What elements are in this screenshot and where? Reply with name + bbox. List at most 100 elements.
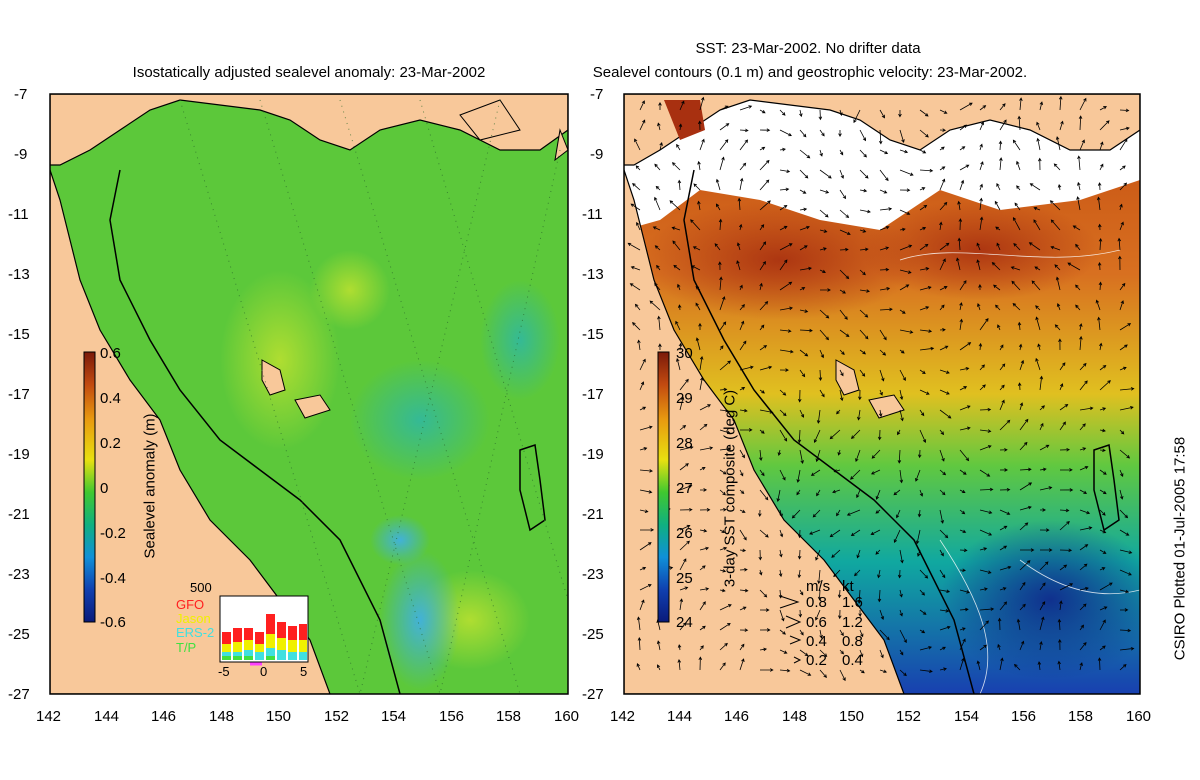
right-y-tick: -9 <box>590 146 604 163</box>
velocity-arrow <box>939 146 945 151</box>
velocity-arrow <box>959 589 970 594</box>
velocity-arrow <box>1078 115 1083 131</box>
velocity-arrow <box>776 489 781 502</box>
velocity-arrow <box>979 429 992 433</box>
velocity-arrow <box>879 329 887 341</box>
velocity-arrow <box>979 407 992 412</box>
velocity-arrow <box>1018 343 1023 351</box>
velocity-arrow <box>1037 343 1041 351</box>
velocity-arrow <box>1049 200 1061 211</box>
velocity-arrow <box>791 509 801 519</box>
velocity-arrow <box>939 489 946 496</box>
velocity-arrow <box>639 447 648 451</box>
velocity-arrow <box>679 524 691 531</box>
velocity-arrow <box>1054 264 1061 271</box>
right-colorbar <box>657 351 670 623</box>
velocity-arrow <box>1079 423 1086 431</box>
velocity-arrow <box>1053 163 1061 171</box>
left-x-tick: 150 <box>266 708 292 725</box>
velocity-arrow <box>679 424 687 431</box>
velocity-arrow <box>699 466 706 471</box>
velocity-arrow <box>799 629 804 636</box>
inset-mission-jason: Jason <box>176 611 211 626</box>
velocity-arrow <box>832 489 841 494</box>
velocity-arrow <box>838 609 842 620</box>
velocity-arrow <box>1075 284 1081 291</box>
velocity-arrow <box>1099 567 1106 571</box>
velocity-arrow <box>1119 344 1128 351</box>
velocity-arrow <box>1119 429 1125 435</box>
velocity-arrow <box>1097 657 1102 671</box>
velocity-arrow <box>859 269 866 276</box>
velocity-arrow <box>979 105 987 111</box>
velocity-arrow <box>679 540 690 551</box>
left-x-tick: 146 <box>151 708 177 725</box>
velocity-arrow <box>1039 582 1046 591</box>
velocity-arrow <box>850 529 861 537</box>
velocity-arrow <box>632 182 641 191</box>
velocity-arrow <box>859 209 871 214</box>
velocity-arrow <box>630 203 641 211</box>
velocity-arrow <box>1075 243 1081 251</box>
velocity-arrow <box>1119 569 1132 576</box>
velocity-arrow <box>1099 141 1104 151</box>
inset-mission-tp: T/P <box>176 640 197 655</box>
velocity-arrow <box>654 163 661 171</box>
velocity-arrow <box>1119 449 1131 459</box>
velocity-arrow <box>877 429 882 441</box>
velocity-arrow <box>759 529 769 538</box>
velocity-arrow <box>1077 155 1081 171</box>
velocity-arrow <box>1099 106 1107 111</box>
velocity-arrow <box>979 161 984 171</box>
velocity-arrow <box>979 509 993 515</box>
velocity-arrow <box>819 189 830 194</box>
velocity-arrow <box>799 449 804 464</box>
velocity-arrow <box>1059 548 1073 553</box>
velocity-arrow <box>719 429 731 435</box>
velocity-arrow <box>939 509 944 524</box>
velocity-arrow <box>739 320 745 331</box>
velocity-arrow <box>1059 404 1069 411</box>
velocity-arrow <box>1029 183 1041 191</box>
velocity-arrow <box>739 509 746 513</box>
velocity-arrow <box>816 409 821 424</box>
velocity-legend-ms: 0.6 <box>806 614 827 631</box>
velocity-arrow <box>899 389 904 401</box>
velocity-arrow <box>779 281 793 291</box>
velocity-arrow <box>1039 422 1044 431</box>
velocity-arrow <box>799 245 808 251</box>
velocity-arrow <box>1019 467 1032 472</box>
velocity-arrow <box>859 149 867 158</box>
velocity-arrow <box>838 129 842 138</box>
velocity-arrow <box>819 669 827 678</box>
left-y-tick: -15 <box>8 326 30 343</box>
velocity-arrow <box>879 669 888 674</box>
left-colorbar-tick: -0.2 <box>100 525 126 542</box>
velocity-arrow <box>1059 564 1068 571</box>
velocity-arrow <box>819 247 827 251</box>
velocity-arrow <box>999 601 1008 611</box>
velocity-arrow <box>799 189 807 194</box>
left-map-title: Isostatically adjusted sealevel anomaly:… <box>132 64 486 81</box>
velocity-arrow <box>699 565 706 571</box>
velocity-arrow <box>1099 606 1108 611</box>
velocity-arrow <box>899 329 914 334</box>
velocity-arrow <box>1119 509 1129 519</box>
velocity-arrow <box>1119 165 1126 171</box>
velocity-arrow <box>1019 560 1031 571</box>
velocity-arrow <box>779 629 786 635</box>
velocity-arrow <box>779 649 788 654</box>
velocity-arrow <box>819 129 825 137</box>
velocity-arrow <box>1039 561 1049 571</box>
velocity-arrow <box>875 509 881 514</box>
velocity-arrow <box>1119 126 1130 131</box>
velocity-arrow <box>879 189 888 194</box>
left-x-tick: 154 <box>381 708 407 725</box>
velocity-arrow <box>899 129 905 143</box>
velocity-arrow <box>1099 428 1106 433</box>
velocity-arrow <box>1119 529 1130 536</box>
velocity-arrow <box>893 489 901 496</box>
velocity-arrow <box>759 179 770 191</box>
velocity-arrow <box>1019 603 1026 611</box>
velocity-arrow <box>714 243 721 251</box>
